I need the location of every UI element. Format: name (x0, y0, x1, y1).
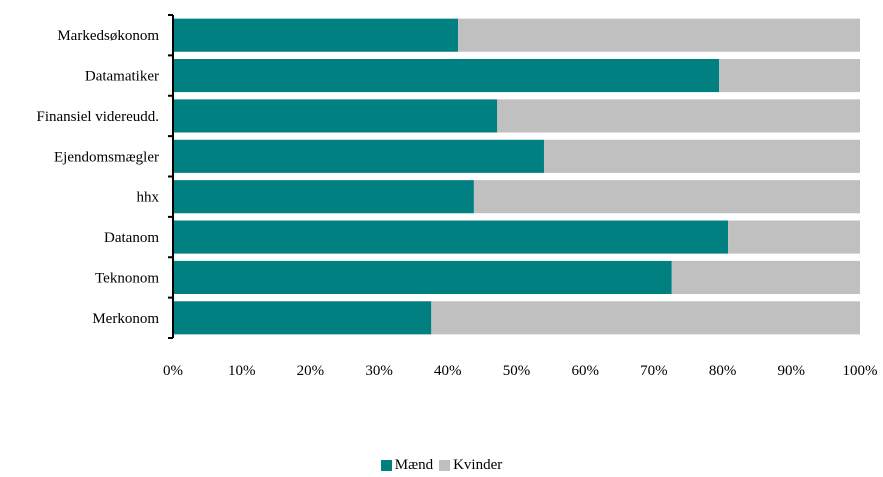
legend-swatch-women (439, 460, 451, 471)
x-tick-label: 80% (709, 363, 737, 379)
x-tick-label: 70% (640, 363, 668, 379)
legend-swatch-men (380, 460, 392, 471)
category-label-finansiel-videreudd: Finansiel videreudd. (37, 109, 159, 125)
bar-datamatiker-series-0 (173, 59, 720, 93)
axes-group (168, 14, 174, 339)
bar-datamatiker-series-1 (719, 59, 860, 93)
x-tick-label: 0% (163, 363, 183, 379)
bars-group (173, 18, 860, 335)
x-tick-label: 100% (843, 363, 878, 379)
legend-label-men: Mænd (394, 457, 434, 473)
bar-datanom-series-0 (173, 220, 729, 254)
bar-ejendomsm-gler-series-1 (543, 139, 860, 173)
bar-markeds-konom-series-0 (173, 18, 459, 52)
x-tick-label: 40% (434, 363, 462, 379)
x-tick-label: 60% (571, 363, 599, 379)
legend-item-men: Mænd (380, 457, 434, 474)
bar-datanom-series-1 (728, 220, 860, 254)
bar-teknonom-series-0 (173, 260, 672, 294)
bar-markeds-konom-series-1 (458, 18, 860, 52)
bar-finansiel-videreudd-series-0 (173, 99, 498, 133)
labels-group: Markedsøkonom Datamatiker Finansiel videre… (37, 28, 878, 379)
legend-item-women: Kvinder (439, 457, 502, 474)
x-tick-label: 50% (503, 363, 531, 379)
bar-finansiel-videreudd-series-1 (497, 99, 860, 133)
category-label-markeds-konom: Markedsøkonom (57, 28, 159, 44)
bar-hhx-series-0 (173, 180, 474, 214)
x-tick-label: 10% (228, 363, 256, 379)
bar-hhx-series-1 (473, 180, 860, 214)
category-label-ejendomsm-gler: Ejendomsmægler (54, 149, 159, 165)
bar-ejendomsm-gler-series-0 (173, 139, 544, 173)
x-tick-label: 30% (365, 363, 393, 379)
legend-label-women: Kvinder (453, 457, 503, 473)
category-label-teknonom: Teknonom (95, 270, 159, 286)
bar-merkonom-series-0 (173, 301, 432, 335)
x-tick-label: 20% (297, 363, 325, 379)
bar-merkonom-series-1 (431, 301, 860, 335)
category-label-datanom: Datanom (104, 230, 159, 246)
x-tick-label: 90% (778, 363, 806, 379)
bar-teknonom-series-1 (671, 260, 860, 294)
category-label-hhx: hhx (137, 190, 160, 206)
category-label-merkonom: Merkonom (92, 311, 159, 327)
category-label-datamatiker: Datamatiker (85, 69, 159, 85)
legend: Mænd Kvinder (0, 457, 883, 474)
